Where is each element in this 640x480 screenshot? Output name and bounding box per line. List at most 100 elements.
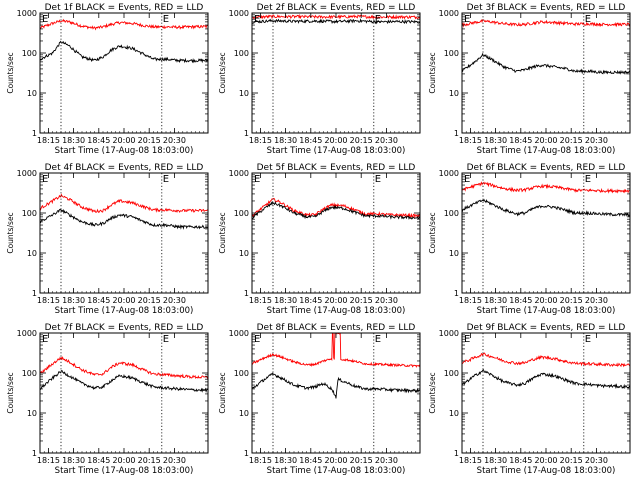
event-marker-label: E — [254, 334, 260, 345]
y-tick-label: 10 — [27, 249, 37, 258]
y-tick-label: 100 — [22, 49, 37, 58]
panel-title: Det 2f BLACK = Events, RED = LLD — [257, 3, 416, 13]
y-tick-label: 10 — [239, 409, 249, 418]
y-tick-label: 100 — [22, 209, 37, 218]
event-marker-label: E — [254, 174, 260, 185]
x-tick-label: 18:15 — [249, 456, 272, 465]
panel-frame — [251, 172, 421, 294]
y-tick-label: 100 — [444, 369, 459, 378]
y-tick-label: 10 — [449, 409, 459, 418]
x-axis-label: Start Time (17-Aug-08 18:03:00) — [477, 466, 616, 476]
x-tick-label: 20:30 — [163, 136, 186, 145]
event-marker-label: E — [42, 174, 48, 185]
x-tick-label: 18:15 — [459, 456, 482, 465]
y-tick-label: 1 — [32, 129, 37, 138]
x-tick-label: 20:00 — [324, 456, 347, 465]
x-tick-label: 18:30 — [274, 456, 297, 465]
x-tick-label: 18:15 — [459, 296, 482, 305]
x-tick-label: 20:00 — [112, 296, 135, 305]
x-tick-label: 20:15 — [138, 296, 161, 305]
y-axis-label: Counts/sec — [428, 52, 437, 93]
series-line-lld — [462, 181, 630, 194]
y-tick-label: 1000 — [229, 169, 249, 178]
series-line-events — [40, 40, 208, 64]
y-tick-label: 100 — [444, 209, 459, 218]
y-axis-label: Counts/sec — [218, 372, 227, 413]
x-tick-label: 18:30 — [62, 136, 85, 145]
x-tick-label: 20:30 — [375, 296, 398, 305]
x-tick-label: 18:45 — [87, 456, 110, 465]
event-marker-label: E — [375, 334, 381, 345]
panel-frame — [39, 12, 209, 134]
x-tick-label: 20:30 — [163, 456, 186, 465]
x-tick-label: 18:45 — [509, 296, 532, 305]
y-tick-label: 10 — [449, 89, 459, 98]
panel-frame — [39, 332, 209, 454]
x-axis-label: Start Time (17-Aug-08 18:03:00) — [477, 146, 616, 156]
panel-frame — [461, 172, 631, 294]
series-line-lld — [462, 352, 630, 368]
event-marker-label: E — [375, 14, 381, 25]
series-line-lld — [252, 197, 420, 219]
y-tick-label: 1 — [454, 289, 459, 298]
y-tick-label: 1 — [454, 449, 459, 458]
x-tick-label: 20:15 — [560, 456, 583, 465]
event-marker-label: E — [585, 334, 591, 345]
series-line-lld — [40, 356, 208, 380]
y-axis-label: Counts/sec — [6, 212, 15, 253]
event-marker-label: E — [42, 14, 48, 25]
x-tick-label: 18:45 — [87, 296, 110, 305]
x-tick-label: 20:15 — [350, 136, 373, 145]
x-tick-label: 18:45 — [299, 136, 322, 145]
y-tick-label: 1000 — [439, 329, 459, 338]
y-tick-label: 100 — [22, 369, 37, 378]
x-tick-label: 20:15 — [350, 456, 373, 465]
x-tick-label: 18:30 — [62, 296, 85, 305]
x-tick-label: 18:15 — [249, 136, 272, 145]
y-axis-label: Counts/sec — [428, 212, 437, 253]
x-tick-label: 20:00 — [324, 296, 347, 305]
series-line-events — [252, 18, 420, 25]
x-tick-label: 20:30 — [375, 136, 398, 145]
panel-title: Det 7f BLACK = Events, RED = LLD — [45, 323, 204, 333]
x-tick-label: 20:00 — [534, 296, 557, 305]
y-tick-label: 100 — [234, 49, 249, 58]
x-axis-label: Start Time (17-Aug-08 18:03:00) — [267, 146, 406, 156]
x-tick-label: 20:30 — [585, 296, 608, 305]
y-tick-label: 10 — [27, 409, 37, 418]
x-tick-label: 18:45 — [299, 456, 322, 465]
x-tick-label: 18:45 — [87, 136, 110, 145]
panel-frame — [461, 332, 631, 454]
x-tick-label: 18:45 — [509, 136, 532, 145]
series-line-lld — [40, 18, 208, 31]
x-tick-label: 20:15 — [560, 296, 583, 305]
x-tick-label: 20:15 — [560, 136, 583, 145]
panel-title: Det 5f BLACK = Events, RED = LLD — [257, 163, 416, 173]
y-tick-label: 10 — [27, 89, 37, 98]
x-tick-label: 20:00 — [534, 136, 557, 145]
x-axis-label: Start Time (17-Aug-08 18:03:00) — [267, 466, 406, 476]
panel-frame — [251, 12, 421, 134]
x-tick-label: 18:30 — [484, 136, 507, 145]
event-marker-label: E — [464, 174, 470, 185]
x-tick-label: 20:00 — [112, 456, 135, 465]
x-tick-label: 20:30 — [375, 456, 398, 465]
event-marker-label: E — [254, 14, 260, 25]
y-tick-label: 10 — [239, 249, 249, 258]
event-marker-label: E — [163, 14, 169, 25]
x-tick-label: 20:00 — [112, 136, 135, 145]
panel-title: Det 3f BLACK = Events, RED = LLD — [467, 3, 626, 13]
y-tick-label: 1000 — [229, 329, 249, 338]
x-tick-label: 20:15 — [138, 456, 161, 465]
x-tick-label: 18:15 — [459, 136, 482, 145]
y-tick-label: 1 — [32, 449, 37, 458]
x-tick-label: 18:30 — [274, 136, 297, 145]
y-tick-label: 10 — [239, 89, 249, 98]
event-marker-label: E — [42, 334, 48, 345]
x-tick-label: 18:30 — [484, 456, 507, 465]
series-line-lld — [462, 19, 630, 28]
y-tick-label: 1000 — [439, 169, 459, 178]
